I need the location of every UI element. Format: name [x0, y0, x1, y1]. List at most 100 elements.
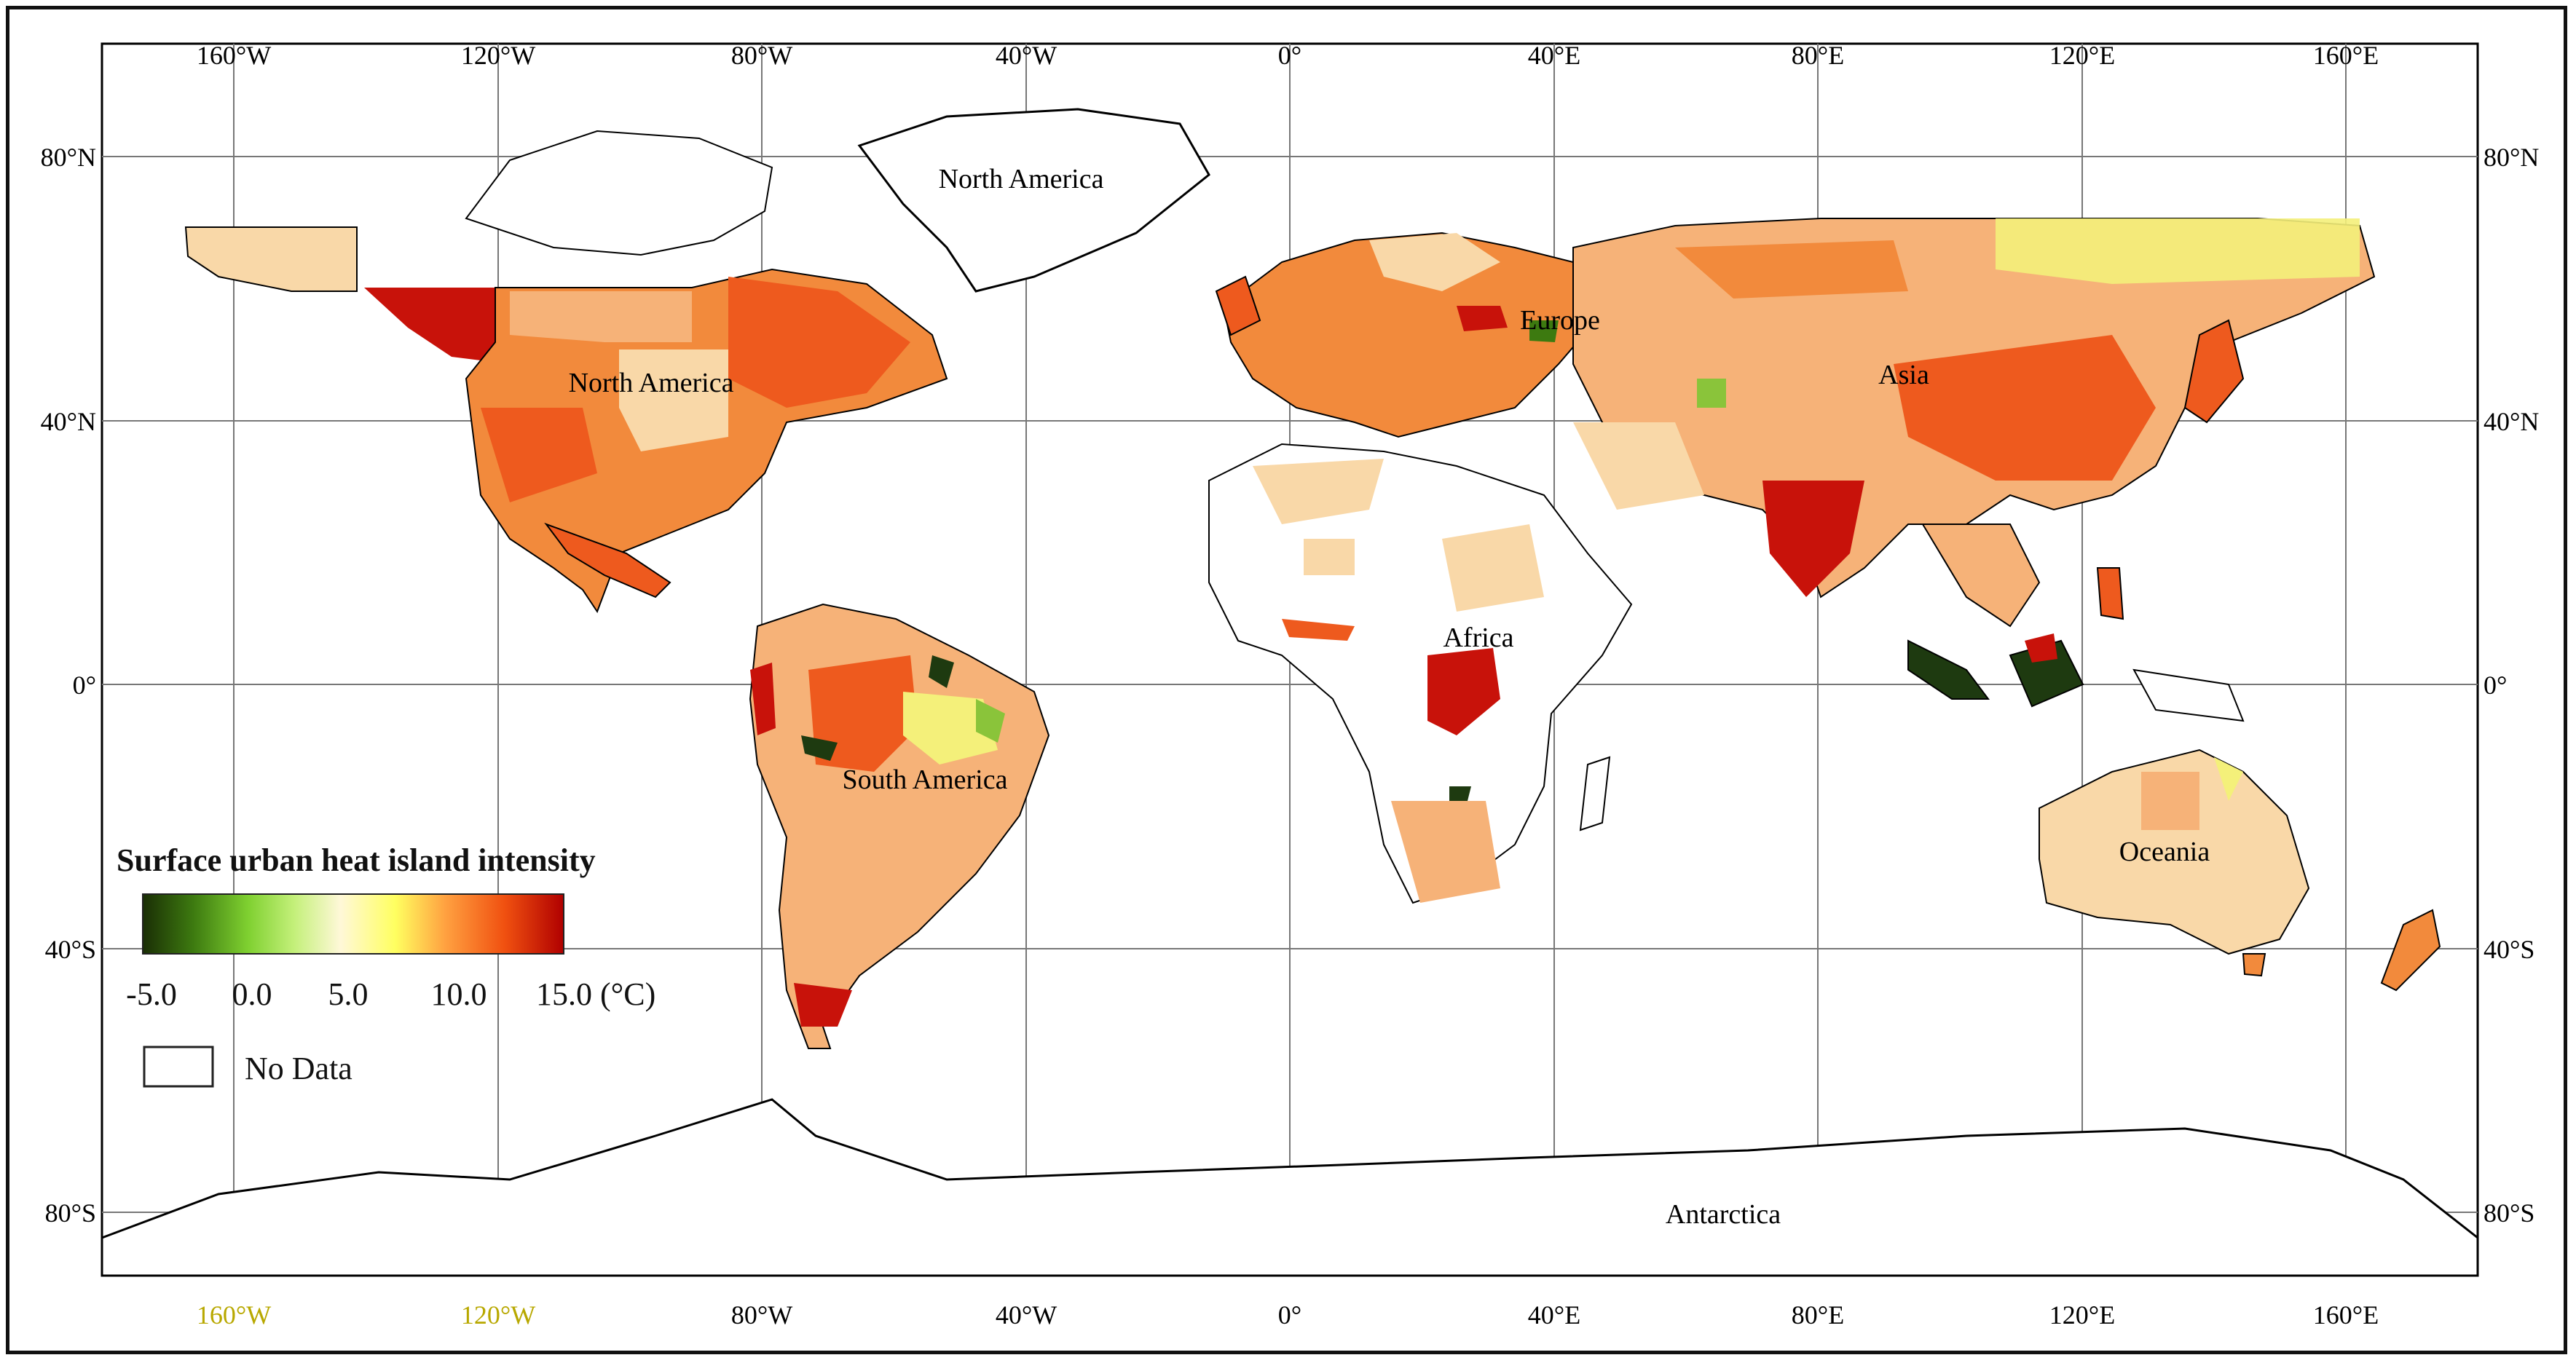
legend-title: Surface urban heat island intensity: [117, 842, 596, 878]
tasmania: [2242, 953, 2266, 977]
top-lon-label: 40°E: [1528, 41, 1580, 70]
borneo-hot: [2025, 633, 2057, 663]
legend-tick-label: 5.0: [328, 976, 369, 1012]
bottom-lon-label: 80°W: [731, 1300, 792, 1330]
bottom-lon-label: 80°E: [1792, 1300, 1844, 1330]
na-east-hot: [728, 277, 910, 408]
bottom-longitude-labels: 160°W 120°W 80°W 40°W 0° 40°E 80°E 120°E…: [197, 1300, 2379, 1330]
africa-dark: [1449, 786, 1471, 801]
greenland: [857, 108, 1210, 293]
se-asia: [1921, 524, 2041, 628]
new-guinea: [2132, 668, 2245, 722]
legend-tick-label: 10.0: [431, 976, 487, 1012]
africa-sahel: [1304, 539, 1355, 575]
australia-mid: [2141, 772, 2199, 830]
left-lat-label: 40°S: [45, 935, 96, 964]
uk: [1215, 275, 1261, 336]
label-north-america: North America: [569, 368, 734, 398]
sumatra-dark: [1907, 639, 1990, 700]
left-lat-label: 0°: [73, 671, 96, 700]
europe-green: [1529, 320, 1559, 342]
africa-south: [1391, 801, 1500, 903]
africa-west-hot: [1282, 619, 1355, 641]
central-america: [544, 522, 671, 598]
russia-hot: [1675, 240, 1908, 299]
right-latitude-labels: 80°N 40°N 0° 40°S 80°S: [2484, 143, 2539, 1228]
south-america-land: [749, 603, 1050, 1049]
right-lat-label: 0°: [2484, 671, 2507, 700]
legend-tick-label: 15.0 (°C): [536, 976, 655, 1012]
africa-congo-hot: [1427, 648, 1500, 735]
bottom-lon-label: 0°: [1278, 1300, 1301, 1330]
na-plains: [619, 349, 728, 451]
top-lon-label: 160°E: [2313, 41, 2379, 70]
japan: [2183, 319, 2245, 424]
bottom-lon-label: 160°W: [197, 1300, 271, 1330]
australia-east-yellow: [2214, 757, 2243, 801]
africa-north: [1253, 459, 1384, 524]
bottom-lon-label: 40°E: [1528, 1300, 1580, 1330]
top-lon-label: 40°W: [996, 41, 1057, 70]
top-lon-label: 160°W: [197, 41, 271, 70]
sa-coast-hot: [750, 663, 776, 735]
europe-north: [1369, 233, 1500, 291]
europe-main: [1222, 232, 1604, 438]
africa-east: [1442, 524, 1544, 612]
no-data-swatch: [143, 1046, 214, 1088]
philippines: [2096, 567, 2124, 620]
europe-hot: [1457, 306, 1508, 331]
bottom-lon-label: 160°E: [2313, 1300, 2379, 1330]
new-zealand: [2380, 909, 2441, 992]
top-longitude-labels: 160°W 120°W 80°W 40°W 0° 40°E 80°E 120°E…: [197, 41, 2379, 70]
top-lon-label: 120°E: [2049, 41, 2115, 70]
label-south-america: South America: [843, 765, 1008, 795]
sa-green: [976, 699, 1005, 743]
china-hot: [1894, 335, 2156, 481]
sa-dark-2: [801, 735, 838, 761]
legend: Surface urban heat island intensity -5.0…: [117, 842, 655, 1088]
top-lon-label: 80°W: [731, 41, 792, 70]
label-europe: Europe: [1520, 305, 1600, 336]
legend-tick-label: 0.0: [232, 976, 272, 1012]
madagascar: [1579, 756, 1611, 831]
left-latitude-labels: 80°N 40°N 0° 40°S 80°S: [41, 143, 96, 1228]
left-lat-label: 80°N: [41, 143, 96, 172]
label-north-america-top: North America: [939, 164, 1104, 194]
siberia-yellow: [1996, 218, 2360, 284]
sa-brazil-yellow: [903, 692, 998, 765]
canadian-arctic: [465, 130, 773, 256]
europe-land: [1215, 232, 1604, 438]
legend-tick-label: -5.0: [126, 976, 177, 1012]
asia-land: [1572, 218, 2376, 708]
bottom-lon-label: 120°E: [2049, 1300, 2115, 1330]
middle-east: [1573, 422, 1704, 510]
no-data-label: No Data: [245, 1051, 352, 1086]
bottom-lon-label: 40°W: [996, 1300, 1057, 1330]
continent-labels: North America North America South Americ…: [569, 164, 2210, 1230]
label-oceania: Oceania: [2119, 837, 2210, 867]
na-central-light: [510, 291, 692, 342]
top-lon-label: 120°W: [461, 41, 535, 70]
right-lat-label: 40°N: [2484, 407, 2539, 436]
top-lon-label: 0°: [1278, 41, 1301, 70]
legend-color-bar: [142, 893, 564, 955]
right-lat-label: 40°S: [2484, 935, 2534, 964]
right-lat-label: 80°N: [2484, 143, 2539, 172]
left-lat-label: 80°S: [45, 1198, 96, 1228]
oceania-land: [2039, 668, 2441, 992]
right-lat-label: 80°S: [2484, 1198, 2534, 1228]
label-asia: Asia: [1878, 360, 1929, 390]
antarctica-outline: [101, 1098, 2479, 1277]
label-africa: Africa: [1443, 623, 1513, 653]
north-america-land: [184, 108, 1210, 614]
india-hot: [1762, 481, 1864, 597]
label-antarctica: Antarctica: [1666, 1199, 1781, 1230]
top-lon-label: 80°E: [1792, 41, 1844, 70]
bottom-lon-label: 120°W: [461, 1300, 535, 1330]
central-asia-green: [1697, 379, 1726, 408]
sa-dark-1: [929, 655, 954, 688]
left-lat-label: 40°N: [41, 407, 96, 436]
na-southwest: [481, 408, 597, 502]
africa-land: [1208, 443, 1633, 904]
